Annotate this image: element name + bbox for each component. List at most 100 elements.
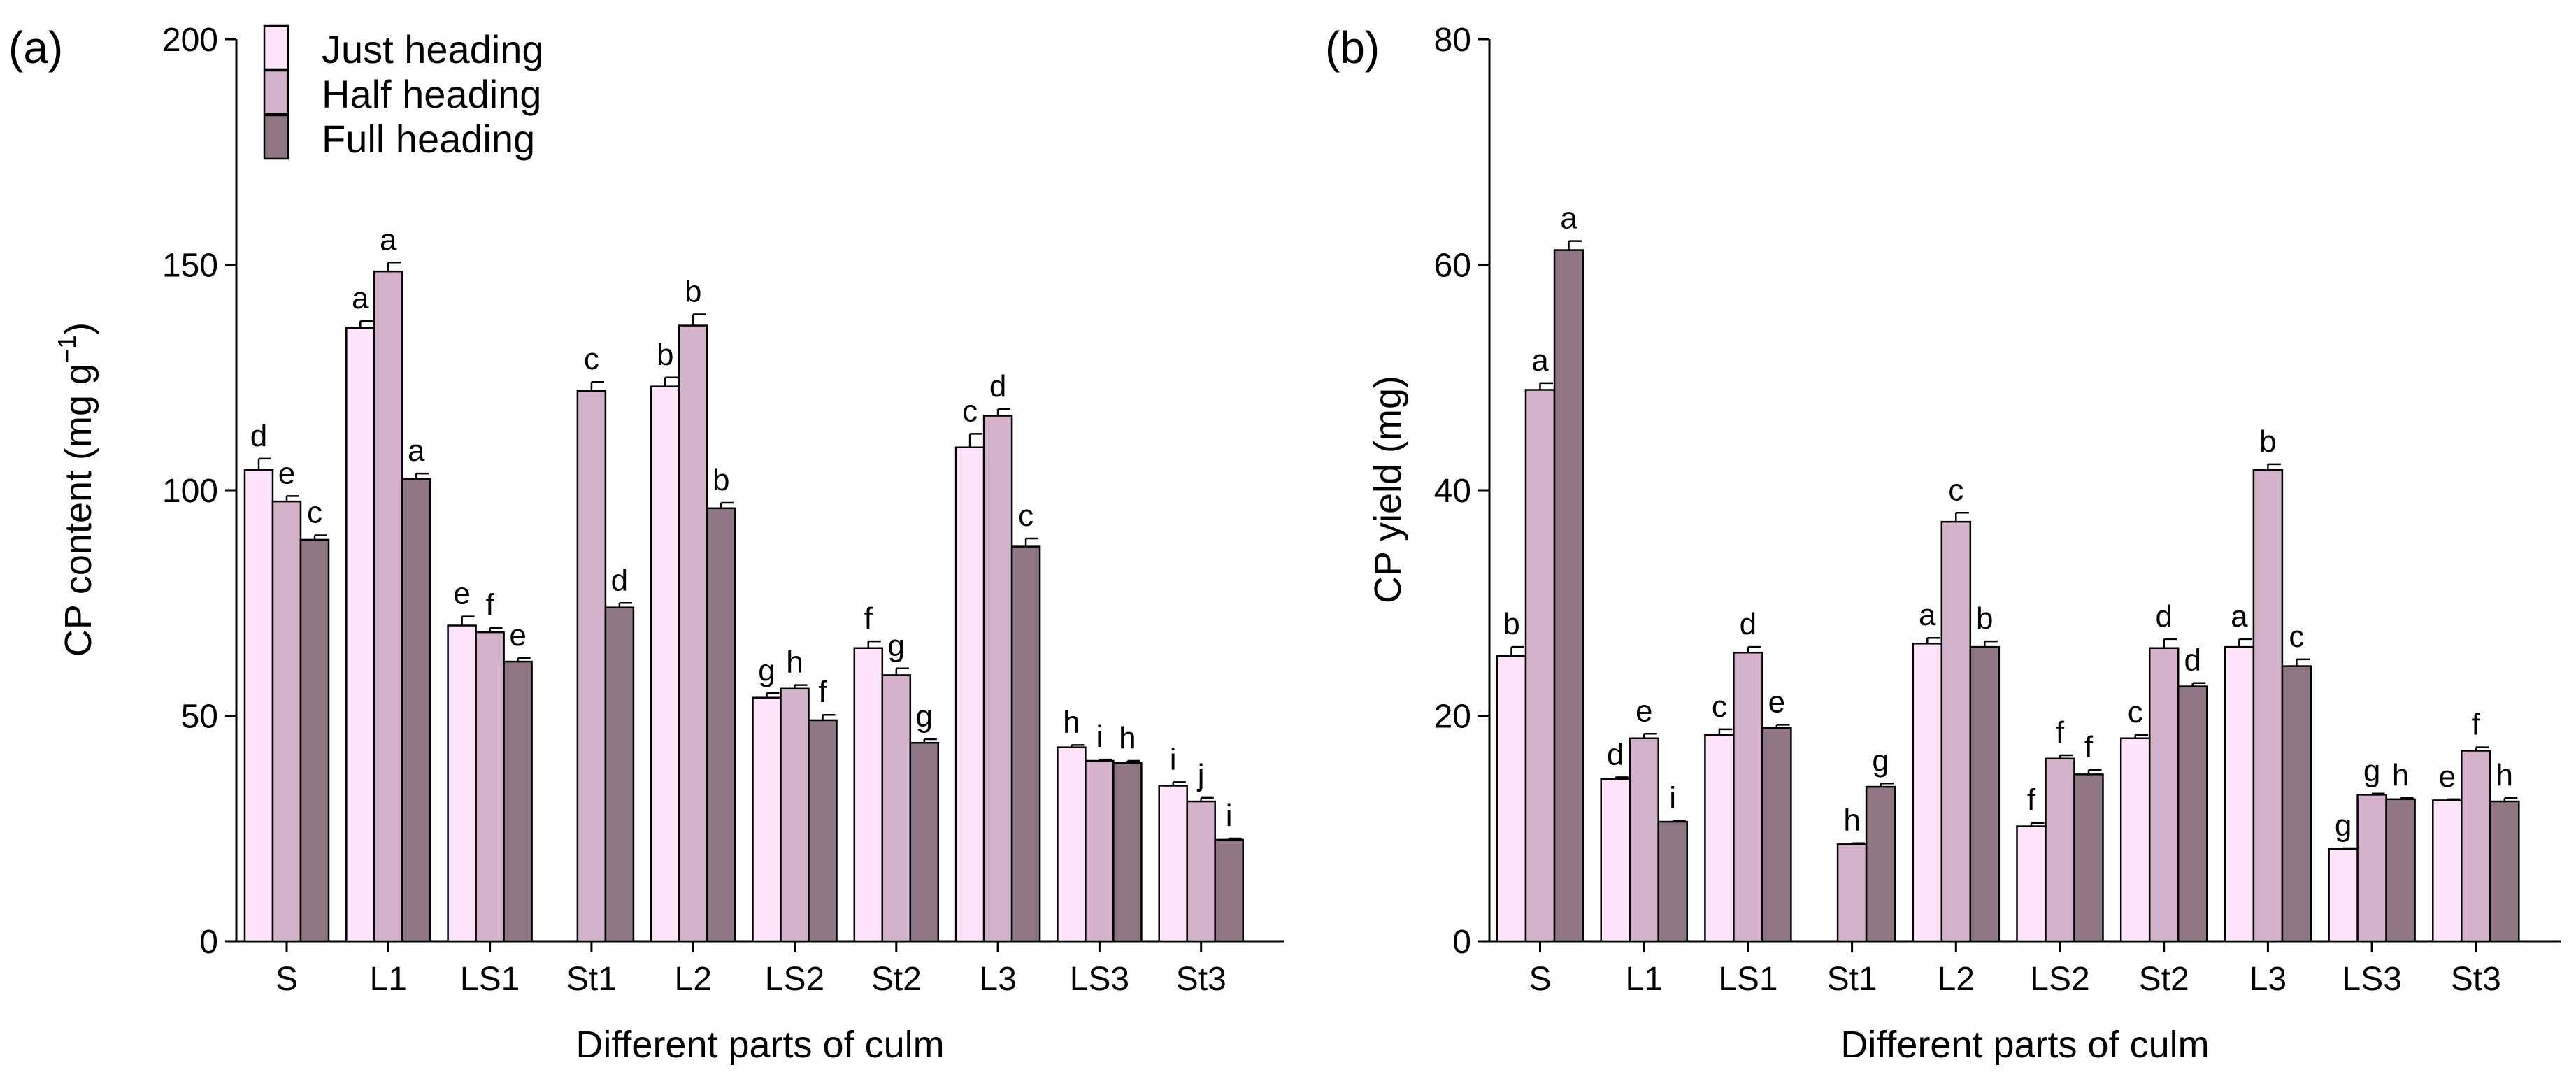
panel-b-significance-letter: d: [2155, 599, 2172, 634]
panel-a-bar-full-heading-st1: [604, 606, 635, 943]
panel-b-x-title: Different parts of culm: [1840, 1024, 2209, 1066]
panel-a-significance-letter: f: [485, 588, 494, 622]
panel-b-y-title: CP yield (mg): [1367, 376, 1409, 603]
panel-a-significance-letter: g: [916, 699, 933, 734]
panel-b-bar-full-heading-l2: [1969, 645, 2001, 943]
panel-b-significance-letter: b: [1976, 601, 1993, 636]
panel-a-bar-just-heading-ls2: [752, 696, 782, 943]
panel-a-significance-letter: a: [408, 434, 425, 468]
panel-b-bar-half-heading-st1: [1836, 843, 1868, 943]
panel-a-significance-letter: i: [1226, 799, 1233, 833]
panel-b-bar-full-heading-ls1: [1761, 727, 1792, 943]
panel-b-significance-letter: f: [2027, 783, 2036, 817]
panel-b-bar-just-heading-ls2: [2016, 825, 2047, 943]
panel-a-y-tick-label: 100: [162, 473, 218, 510]
panel-a-significance-letter: e: [509, 618, 526, 652]
panel-a-x-ticks: S L1 LS1 St1 L2 LS2 St2 L3 LS3 St3: [276, 941, 1226, 998]
panel-b-significance-letter: b: [2259, 424, 2276, 459]
panel-a-x-title: Different parts of culm: [575, 1024, 944, 1066]
panel-a-bar-just-heading-l3: [954, 446, 985, 943]
panel-a-bar-full-heading-l1: [401, 478, 431, 943]
panel-a-significance-letter: i: [1170, 742, 1177, 776]
panel-b-bar-full-heading-l1: [1657, 820, 1688, 943]
panel-a-significance-letter: f: [864, 601, 873, 636]
panel-b-bar-half-heading-ls2: [2045, 757, 2075, 943]
panel-b-bar-full-heading-s: [1553, 249, 1584, 943]
panel-b-x-ticks: S L1 LS1 St1 L2 LS2 St2 L3 LS3 St3: [1529, 941, 2501, 998]
panel-b-y-tick-label: 20: [1434, 699, 1471, 736]
panel-a-bar-full-heading-ls1: [503, 660, 533, 943]
panel-a-bar-half-heading-st2: [881, 674, 912, 943]
panel-b-significance-letter: c: [2289, 620, 2304, 654]
panel-a-significance-letter: c: [307, 496, 322, 530]
panel-a-category-label: L2: [675, 961, 712, 998]
panel-a-significance-letter: d: [611, 563, 628, 597]
panel-a-bar-just-heading-l1: [345, 327, 375, 943]
panel-b-category-label: L3: [2249, 961, 2287, 998]
panel-b-bar-just-heading-st3: [2432, 799, 2463, 943]
panel-b-y-tick-label: 60: [1434, 248, 1471, 285]
panel-b-significance-letter: d: [1740, 607, 1756, 641]
panel-b-significance-letter: b: [1503, 607, 1519, 641]
panel-b-label: (b): [1325, 22, 1380, 73]
panel-b-bar-half-heading-l3: [2252, 469, 2284, 943]
panel-a-y-tick-label: 150: [162, 248, 218, 285]
legend-swatch-half-heading: [263, 69, 289, 115]
panel-b-significance-letter: f: [2056, 715, 2065, 750]
panel-a-y-tick-label: 200: [162, 22, 218, 59]
panel-b-y-ticks: 0 20 40 60 80: [1434, 22, 1489, 961]
panel-a-y-title-main: CP content (mg g: [57, 364, 99, 657]
panel-a-bar-full-heading-ls2: [808, 719, 838, 943]
panel-a-y-title: CP content (mg g−1): [52, 322, 99, 657]
panel-a-bar-just-heading-ls3: [1057, 746, 1087, 943]
panel-b-category-label: L2: [1938, 961, 1975, 998]
panel-a-y-title-end: ): [57, 322, 99, 335]
panel-b: (b) Different parts of culm CP yield (mg…: [1325, 22, 2561, 1066]
panel-b-bar-full-heading-st2: [2177, 685, 2208, 943]
legend-label-full-heading: Full heading: [322, 117, 535, 161]
panel-a-bar-full-heading-l2: [706, 507, 736, 943]
panel-a-bar-half-heading-st3: [1186, 800, 1216, 943]
panel-a-bar-full-heading-st2: [909, 741, 940, 943]
panel-b-bar-just-heading-l3: [2224, 645, 2255, 943]
panel-b-significance-letter: a: [1531, 343, 1549, 378]
panel-b-significance-letter: a: [2231, 599, 2248, 634]
panel-a-bar-half-heading-ls1: [475, 631, 505, 943]
panel-b-bar-half-heading-ls1: [1733, 651, 1763, 943]
panel-a-significance-letter: c: [584, 342, 599, 376]
panel-b-bar-full-heading-st3: [2489, 800, 2520, 943]
panel-b-category-label: LS3: [2342, 961, 2401, 998]
panel-a-bar-just-heading-ls1: [447, 624, 477, 943]
panel-a-significance-letter: c: [962, 394, 978, 428]
panel-b-significance-letter: h: [2392, 758, 2409, 792]
panel-b-bar-full-heading-ls3: [2385, 798, 2416, 943]
panel-a-category-label: St1: [566, 961, 617, 998]
panel-a-significance-letter: a: [352, 281, 369, 315]
panel-a-bar-half-heading-l1: [373, 270, 403, 943]
panel-b-category-label: L1: [1626, 961, 1663, 998]
panel-b-category-label: LS2: [2030, 961, 2089, 998]
panel-b-bar-half-heading-s: [1524, 389, 1556, 943]
panel-a-category-label: L1: [370, 961, 407, 998]
panel-a-significance-letter: g: [758, 653, 775, 687]
panel-b-category-label: St2: [2139, 961, 2189, 998]
panel-a-bar-half-heading-ls3: [1085, 759, 1115, 943]
panel-a-category-label: St2: [871, 961, 922, 998]
panel-a-bar-half-heading-ls2: [780, 687, 810, 943]
panel-a-significance-letter: b: [657, 338, 673, 372]
panel-a-y-tick-label: 50: [181, 699, 218, 736]
legend-swatch-full-heading: [263, 114, 289, 160]
panel-a: (a) Different parts of culm CP content (…: [8, 22, 1284, 1066]
panel-b-bar-full-heading-l3: [2281, 665, 2312, 943]
panel-b-bar-just-heading-st2: [2119, 737, 2151, 943]
panel-b-bar-half-heading-l2: [1940, 520, 1972, 943]
panel-b-significance-letter: e: [1636, 694, 1652, 728]
panel-a-bar-full-heading-st3: [1214, 838, 1244, 943]
panel-a-category-label: LS1: [460, 961, 520, 998]
panel-a-significance-letter: h: [1119, 721, 1136, 755]
panel-b-significance-letter: i: [1669, 780, 1676, 815]
panel-a-y-tick-label: 0: [199, 924, 218, 961]
panel-a-significance-letter: j: [1196, 758, 1205, 792]
panel-b-bar-half-heading-ls3: [2356, 794, 2387, 943]
